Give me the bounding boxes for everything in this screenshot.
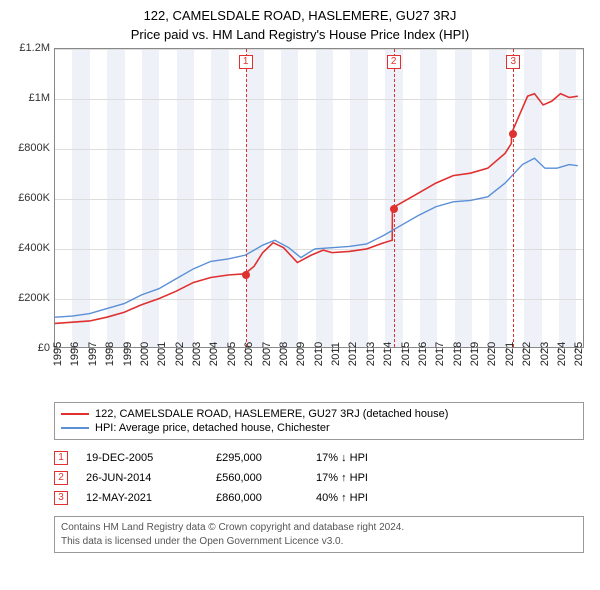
x-tick-label: 2017	[434, 342, 446, 366]
chart-subtitle: Price paid vs. HM Land Registry's House …	[10, 27, 590, 42]
x-tick-label: 2013	[365, 342, 377, 366]
x-tick-label: 2012	[347, 342, 359, 366]
legend-label: HPI: Average price, detached house, Chic…	[95, 422, 330, 434]
event-row: 1 19-DEC-2005£295,00017% ↓ HPI	[54, 448, 584, 468]
y-tick-label: £400K	[18, 242, 50, 254]
x-tick-label: 1998	[104, 342, 116, 366]
event-delta: 17% ↓ HPI	[316, 452, 436, 464]
legend-swatch	[61, 427, 89, 429]
x-tick-label: 2003	[191, 342, 203, 366]
x-tick-label: 2008	[278, 342, 290, 366]
event-marker: 2	[54, 471, 68, 485]
x-tick-label: 2009	[295, 342, 307, 366]
x-tick-label: 2021	[504, 342, 516, 366]
x-tick-label: 2011	[330, 342, 342, 366]
sale-marker-box: 1	[239, 55, 253, 69]
y-tick-label: £1M	[29, 92, 50, 104]
x-tick-label: 2015	[400, 342, 412, 366]
footer-line-1: Contains HM Land Registry data © Crown c…	[61, 521, 577, 535]
series-property	[55, 94, 578, 324]
event-date: 12-MAY-2021	[86, 492, 216, 504]
legend-label: 122, CAMELSDALE ROAD, HASLEMERE, GU27 3R…	[95, 408, 448, 420]
y-tick-label: £1.2M	[19, 42, 50, 54]
x-tick-label: 2022	[521, 342, 533, 366]
x-tick-label: 1997	[87, 342, 99, 366]
title-block: 122, CAMELSDALE ROAD, HASLEMERE, GU27 3R…	[10, 8, 590, 42]
sale-vline	[246, 49, 247, 347]
x-tick-label: 2024	[556, 342, 568, 366]
address-title: 122, CAMELSDALE ROAD, HASLEMERE, GU27 3R…	[10, 8, 590, 23]
sale-dot	[509, 130, 517, 138]
event-date: 19-DEC-2005	[86, 452, 216, 464]
legend-row: 122, CAMELSDALE ROAD, HASLEMERE, GU27 3R…	[61, 407, 577, 421]
x-tick-label: 2020	[486, 342, 498, 366]
x-tick-label: 2010	[313, 342, 325, 366]
x-tick-label: 1999	[122, 342, 134, 366]
x-tick-label: 2025	[573, 342, 585, 366]
y-tick-label: £200K	[18, 292, 50, 304]
sale-events: 1 19-DEC-2005£295,00017% ↓ HPI 2 26-JUN-201…	[54, 448, 584, 508]
legend: 122, CAMELSDALE ROAD, HASLEMERE, GU27 3R…	[54, 402, 584, 440]
x-tick-label: 2018	[452, 342, 464, 366]
event-marker: 3	[54, 491, 68, 505]
x-tick-label: 2004	[208, 342, 220, 366]
line-layer	[55, 49, 583, 347]
y-tick-label: £0	[38, 342, 50, 354]
event-date: 26-JUN-2014	[86, 472, 216, 484]
x-tick-label: 2019	[469, 342, 481, 366]
event-delta: 40% ↑ HPI	[316, 492, 436, 504]
event-row: 2 26-JUN-2014£560,00017% ↑ HPI	[54, 468, 584, 488]
plot-area: 1 2 3	[54, 48, 584, 348]
sale-marker-box: 3	[506, 55, 520, 69]
y-tick-label: £800K	[18, 142, 50, 154]
x-tick-label: 2016	[417, 342, 429, 366]
legend-row: HPI: Average price, detached house, Chic…	[61, 421, 577, 435]
y-axis: £0£200K£400K£600K£800K£1M£1.2M	[10, 48, 54, 348]
x-tick-label: 2014	[382, 342, 394, 366]
event-delta: 17% ↑ HPI	[316, 472, 436, 484]
x-tick-label: 2007	[261, 342, 273, 366]
event-price: £860,000	[216, 492, 316, 504]
event-row: 3 12-MAY-2021£860,00040% ↑ HPI	[54, 488, 584, 508]
x-tick-label: 2005	[226, 342, 238, 366]
x-tick-label: 2001	[156, 342, 168, 366]
series-hpi	[55, 158, 578, 317]
sale-vline	[513, 49, 514, 347]
x-tick-label: 2002	[174, 342, 186, 366]
x-tick-label: 2006	[243, 342, 255, 366]
sale-marker-box: 2	[387, 55, 401, 69]
footer-line-2: This data is licensed under the Open Gov…	[61, 535, 577, 549]
chart: £0£200K£400K£600K£800K£1M£1.2M 123 19951…	[10, 48, 590, 398]
sale-dot	[242, 271, 250, 279]
sale-vline	[394, 49, 395, 347]
event-price: £295,000	[216, 452, 316, 464]
x-tick-label: 1995	[52, 342, 64, 366]
x-tick-label: 1996	[69, 342, 81, 366]
x-tick-label: 2023	[539, 342, 551, 366]
x-axis: 1995199619971998199920002001200220032004…	[54, 348, 584, 398]
sale-dot	[390, 205, 398, 213]
attribution-footer: Contains HM Land Registry data © Crown c…	[54, 516, 584, 553]
y-tick-label: £600K	[18, 192, 50, 204]
event-marker: 1	[54, 451, 68, 465]
event-price: £560,000	[216, 472, 316, 484]
legend-swatch	[61, 413, 89, 415]
x-tick-label: 2000	[139, 342, 151, 366]
